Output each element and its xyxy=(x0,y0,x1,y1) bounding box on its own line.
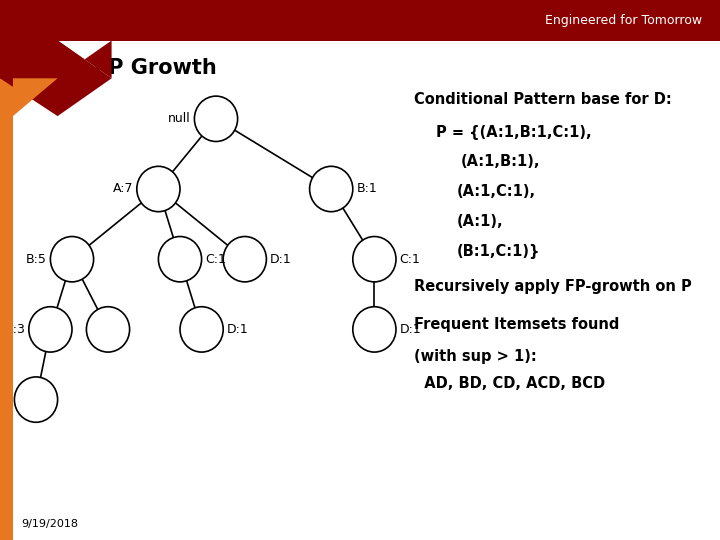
Text: Recursively apply FP-growth on P: Recursively apply FP-growth on P xyxy=(414,279,692,294)
Ellipse shape xyxy=(50,237,94,282)
Ellipse shape xyxy=(86,307,130,352)
Polygon shape xyxy=(13,78,58,116)
Text: (A:1),: (A:1), xyxy=(457,214,504,229)
Polygon shape xyxy=(0,40,112,116)
Bar xyxy=(0,40,13,540)
Text: null: null xyxy=(168,112,191,125)
Text: B:5: B:5 xyxy=(26,253,47,266)
Ellipse shape xyxy=(29,307,72,352)
Text: Engineered for Tomorrow: Engineered for Tomorrow xyxy=(545,14,702,27)
Text: D:1: D:1 xyxy=(0,393,11,406)
Text: (A:1,B:1),: (A:1,B:1), xyxy=(461,154,540,170)
Text: (A:1,C:1),: (A:1,C:1), xyxy=(457,184,536,199)
Text: Frequent Itemsets found: Frequent Itemsets found xyxy=(414,316,619,332)
Text: A:7: A:7 xyxy=(113,183,133,195)
Ellipse shape xyxy=(14,377,58,422)
Bar xyxy=(0,0,112,40)
Text: C:1: C:1 xyxy=(400,253,420,266)
Text: (with sup > 1):: (with sup > 1): xyxy=(414,349,536,364)
Text: 9/19/2018: 9/19/2018 xyxy=(22,519,78,529)
Text: FP Growth: FP Growth xyxy=(94,57,216,78)
Ellipse shape xyxy=(353,307,396,352)
Text: AD, BD, CD, ACD, BCD: AD, BD, CD, ACD, BCD xyxy=(414,376,605,391)
Ellipse shape xyxy=(180,307,223,352)
Ellipse shape xyxy=(137,166,180,212)
Text: (B:1,C:1)}: (B:1,C:1)} xyxy=(457,244,541,259)
Ellipse shape xyxy=(353,237,396,282)
Text: D:1: D:1 xyxy=(400,323,421,336)
Text: D:1: D:1 xyxy=(227,323,248,336)
Ellipse shape xyxy=(194,96,238,141)
Text: Conditional Pattern base for D:: Conditional Pattern base for D: xyxy=(414,92,672,107)
Polygon shape xyxy=(0,40,112,78)
Text: B:1: B:1 xyxy=(356,183,377,195)
Ellipse shape xyxy=(310,166,353,212)
Text: D:1: D:1 xyxy=(270,253,292,266)
Text: C:3: C:3 xyxy=(4,323,25,336)
Bar xyxy=(0,0,720,40)
Ellipse shape xyxy=(158,237,202,282)
Ellipse shape xyxy=(223,237,266,282)
Text: P = {(A:1,B:1,C:1),: P = {(A:1,B:1,C:1), xyxy=(436,125,591,140)
Text: C:1: C:1 xyxy=(205,253,226,266)
